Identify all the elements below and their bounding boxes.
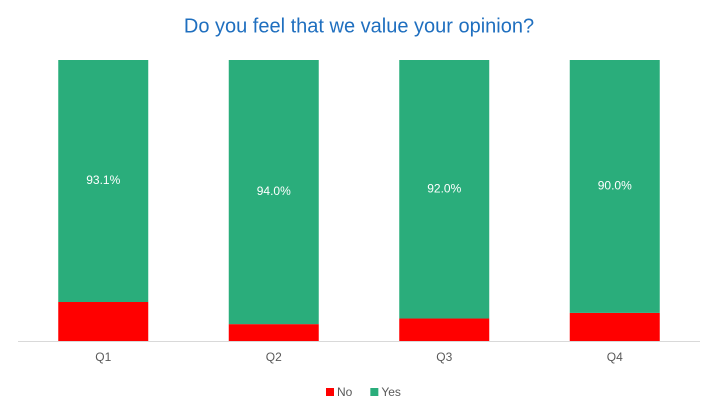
bar-segment [399, 318, 490, 341]
bar-segment [58, 302, 149, 341]
data-label: 93.1% [86, 173, 120, 187]
data-label: 92.0% [427, 181, 461, 195]
x-tick-label: Q4 [607, 350, 623, 364]
legend-label: Yes [381, 385, 401, 399]
legend-label: No [337, 385, 353, 399]
legend-swatch [370, 388, 379, 396]
bar-segment [228, 60, 319, 325]
data-label: 90.0% [598, 179, 632, 193]
bar-segment [569, 60, 660, 313]
bar-segment [228, 324, 319, 341]
bar-segment [569, 312, 660, 341]
chart-title: Do you feel that we value your opinion? [184, 15, 534, 37]
x-tick-label: Q2 [266, 350, 282, 364]
x-tick-label: Q3 [436, 350, 452, 364]
x-tick-label: Q1 [95, 350, 111, 364]
data-label: 94.0% [257, 184, 291, 198]
legend-swatch [326, 388, 334, 396]
bar-segment [58, 60, 149, 303]
bar-segment [399, 60, 490, 319]
